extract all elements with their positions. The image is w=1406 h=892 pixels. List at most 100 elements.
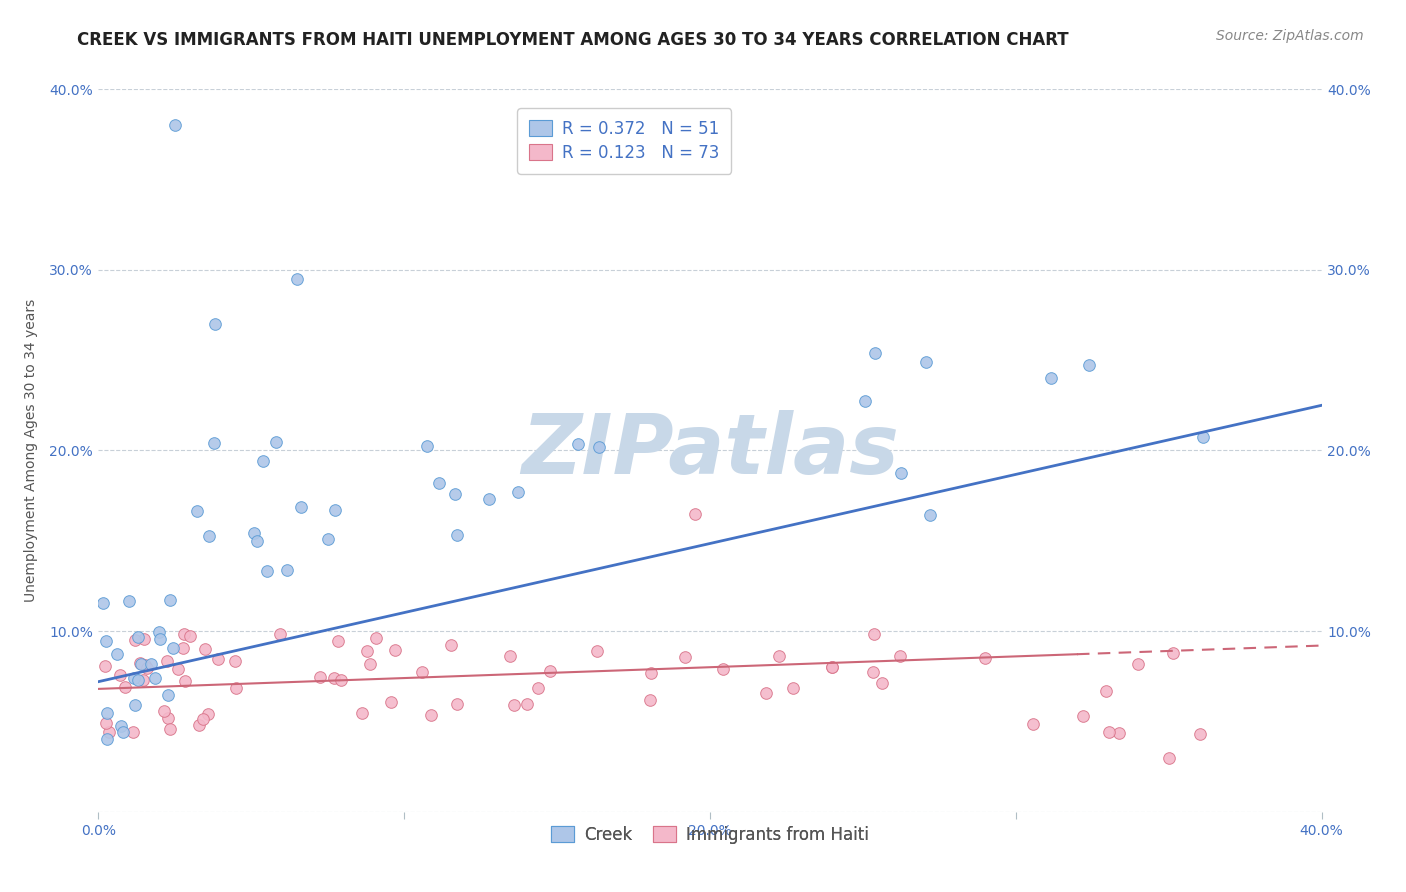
- Point: [110, 719, 132, 733]
- Point: [1094, 683, 1116, 698]
- Point: [322, 671, 344, 685]
- Point: [124, 633, 146, 648]
- Point: [508, 485, 530, 500]
- Point: [326, 633, 349, 648]
- Point: [179, 629, 201, 643]
- Point: [516, 697, 538, 711]
- Point: [323, 502, 346, 516]
- Point: [198, 529, 221, 543]
- Point: [148, 625, 170, 640]
- Point: [174, 673, 197, 688]
- Point: [242, 525, 264, 540]
- Point: [588, 440, 610, 454]
- Point: [136, 661, 159, 675]
- Point: [122, 672, 145, 686]
- Point: [914, 355, 936, 369]
- Point: [159, 722, 181, 736]
- Point: [194, 641, 217, 656]
- Point: [94, 658, 117, 673]
- Point: [252, 454, 274, 468]
- Point: [870, 676, 893, 690]
- Point: [105, 647, 128, 661]
- Point: [96, 633, 118, 648]
- Point: [526, 681, 548, 696]
- Point: [862, 665, 884, 679]
- Point: [121, 725, 143, 739]
- Point: [821, 660, 844, 674]
- Point: [127, 673, 149, 687]
- Point: [207, 652, 229, 666]
- Point: [1108, 726, 1130, 740]
- Point: [246, 533, 269, 548]
- Point: [446, 697, 468, 711]
- Point: [94, 716, 117, 731]
- Point: [638, 693, 661, 707]
- Point: [673, 650, 696, 665]
- Point: [1071, 709, 1094, 723]
- Point: [974, 651, 997, 665]
- Point: [186, 504, 208, 518]
- Point: [478, 491, 501, 506]
- Point: [1157, 750, 1180, 764]
- Point: [111, 724, 134, 739]
- Point: [96, 732, 118, 747]
- Text: ZIPatlas: ZIPatlas: [522, 410, 898, 491]
- Point: [316, 532, 339, 546]
- Point: [503, 698, 526, 713]
- Point: [1188, 727, 1211, 741]
- Point: [567, 436, 589, 450]
- Point: [127, 630, 149, 644]
- Point: [114, 681, 136, 695]
- Point: [782, 681, 804, 696]
- Point: [187, 718, 209, 732]
- Point: [1163, 646, 1185, 660]
- Point: [419, 707, 441, 722]
- Point: [172, 641, 194, 656]
- Point: [264, 434, 287, 449]
- Point: [768, 649, 790, 664]
- Point: [444, 487, 467, 501]
- Point: [224, 654, 246, 668]
- Point: [446, 528, 468, 542]
- Point: [156, 711, 179, 725]
- Point: [863, 627, 886, 641]
- Point: [129, 657, 152, 671]
- Point: [427, 476, 450, 491]
- Point: [586, 643, 609, 657]
- Point: [96, 706, 118, 721]
- Point: [364, 631, 387, 645]
- Point: [711, 662, 734, 676]
- Point: [285, 272, 308, 286]
- Point: [159, 593, 181, 607]
- Point: [173, 627, 195, 641]
- Point: [276, 563, 298, 577]
- Point: [1022, 717, 1045, 731]
- Point: [755, 686, 778, 700]
- Point: [309, 670, 332, 684]
- Point: [538, 665, 561, 679]
- Point: [162, 640, 184, 655]
- Legend: Creek, Immigrants from Haiti: Creek, Immigrants from Haiti: [544, 819, 876, 850]
- Point: [141, 657, 163, 671]
- Point: [163, 118, 186, 132]
- Point: [191, 712, 214, 726]
- Point: [157, 688, 180, 702]
- Text: Source: ZipAtlas.com: Source: ZipAtlas.com: [1216, 29, 1364, 43]
- Point: [197, 707, 219, 722]
- Point: [132, 673, 155, 687]
- Point: [290, 500, 312, 515]
- Point: [384, 643, 406, 657]
- Text: CREEK VS IMMIGRANTS FROM HAITI UNEMPLOYMENT AMONG AGES 30 TO 34 YEARS CORRELATIO: CREEK VS IMMIGRANTS FROM HAITI UNEMPLOYM…: [77, 31, 1069, 49]
- Point: [256, 564, 278, 578]
- Point: [167, 662, 190, 676]
- Point: [1098, 725, 1121, 739]
- Point: [853, 393, 876, 408]
- Point: [225, 681, 247, 695]
- Point: [156, 654, 179, 668]
- Point: [1039, 371, 1062, 385]
- Point: [918, 508, 941, 523]
- Point: [124, 698, 146, 713]
- Point: [411, 665, 433, 680]
- Point: [98, 724, 121, 739]
- Point: [683, 507, 706, 521]
